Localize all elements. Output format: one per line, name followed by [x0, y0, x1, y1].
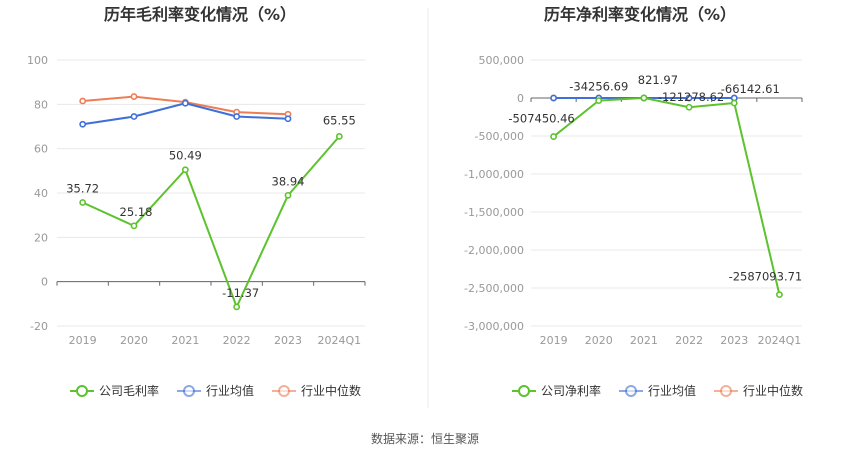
data-label: 821.97	[638, 73, 678, 87]
data-label: -11.37	[222, 286, 259, 300]
legend-label: 行业中位数	[743, 383, 803, 398]
x-tick-label: 2024Q1	[758, 334, 802, 347]
y-tick-label: 500,000	[479, 54, 525, 67]
legend-item: 行业均值	[619, 383, 696, 398]
legend-item: 公司毛利率	[70, 383, 159, 398]
x-tick-label: 2020	[120, 334, 148, 347]
x-tick-label: 2023	[274, 334, 302, 347]
data-label: -121278.62	[658, 90, 724, 104]
data-point	[285, 116, 290, 121]
legend-label: 行业均值	[648, 383, 696, 398]
series-line	[554, 98, 780, 295]
y-tick-label: -2,500,000	[464, 282, 524, 295]
x-tick-label: 2021	[630, 334, 658, 347]
y-tick-label: 0	[41, 276, 48, 289]
y-tick-label: 80	[34, 98, 48, 111]
y-tick-label: -3,000,000	[464, 320, 524, 333]
x-tick-label: 2019	[69, 334, 97, 347]
y-tick-label: -1,500,000	[464, 206, 524, 219]
data-point	[234, 114, 239, 119]
legend-label: 公司净利率	[541, 383, 601, 398]
data-label: 25.18	[120, 205, 153, 219]
y-tick-label: 20	[34, 231, 48, 244]
legend-marker	[77, 386, 87, 396]
data-label: -2587093.71	[729, 270, 803, 284]
x-tick-label: 2023	[720, 334, 748, 347]
data-point	[234, 304, 239, 309]
data-point	[131, 223, 136, 228]
data-point	[131, 114, 136, 119]
x-tick-label: 2022	[675, 334, 703, 347]
legend-marker	[279, 386, 289, 396]
x-tick-label: 2020	[585, 334, 613, 347]
legend-item: 行业中位数	[714, 383, 803, 398]
data-point	[131, 94, 136, 99]
legend-label: 行业均值	[206, 383, 254, 398]
legend-marker	[626, 386, 636, 396]
legend-item: 公司净利率	[512, 383, 601, 398]
data-label: 65.55	[323, 113, 356, 127]
legend-label: 公司毛利率	[99, 383, 159, 398]
data-point	[777, 292, 782, 297]
chart-1: 历年毛利率变化情况（%） 100 80 60 40 20 0 -20 2019 2020 2021 2…	[27, 5, 365, 398]
legend-marker	[721, 386, 731, 396]
y-tick-label: -2,000,000	[464, 244, 524, 257]
data-point	[551, 134, 556, 139]
legend-label: 行业中位数	[301, 383, 361, 398]
data-point	[80, 200, 85, 205]
data-label: 50.49	[169, 149, 202, 163]
data-point	[80, 122, 85, 127]
y-tick-label: 60	[34, 143, 48, 156]
legend-item: 行业中位数	[272, 383, 361, 398]
y-tick-label: 100	[27, 54, 48, 67]
y-tick-label: 40	[34, 187, 48, 200]
data-label: -34256.69	[569, 80, 628, 94]
data-label: 35.72	[66, 181, 99, 195]
y-tick-label: -20	[30, 320, 48, 333]
data-source: 数据来源：恒生聚源	[371, 431, 479, 446]
y-tick-label: -500,000	[475, 130, 524, 143]
chart-2: 历年净利率变化情况（%） 500,000 0 -500,000 -1,000,000 -1…	[464, 5, 803, 398]
x-tick-label: 2021	[171, 334, 199, 347]
y-tick-label: -1,000,000	[464, 168, 524, 181]
legend-marker	[519, 386, 529, 396]
x-tick-label: 2019	[540, 334, 568, 347]
data-point	[183, 101, 188, 106]
data-point	[641, 95, 646, 100]
data-point	[80, 98, 85, 103]
data-point	[686, 105, 691, 110]
data-label: -66142.61	[721, 82, 780, 96]
data-point	[183, 167, 188, 172]
x-tick-label: 2024Q1	[318, 334, 362, 347]
data-point	[337, 134, 342, 139]
x-tick-label: 2022	[223, 334, 251, 347]
data-point	[732, 100, 737, 105]
chart-title: 历年净利率变化情况（%）	[544, 5, 736, 24]
legend-item: 行业均值	[177, 383, 254, 398]
data-label: -507450.46	[508, 112, 574, 126]
data-label: 38.94	[272, 174, 305, 188]
chart-title: 历年毛利率变化情况（%）	[104, 5, 296, 24]
y-tick-label: 0	[517, 92, 524, 105]
data-point	[551, 95, 556, 100]
data-point	[596, 98, 601, 103]
data-point	[285, 193, 290, 198]
legend-marker	[184, 386, 194, 396]
